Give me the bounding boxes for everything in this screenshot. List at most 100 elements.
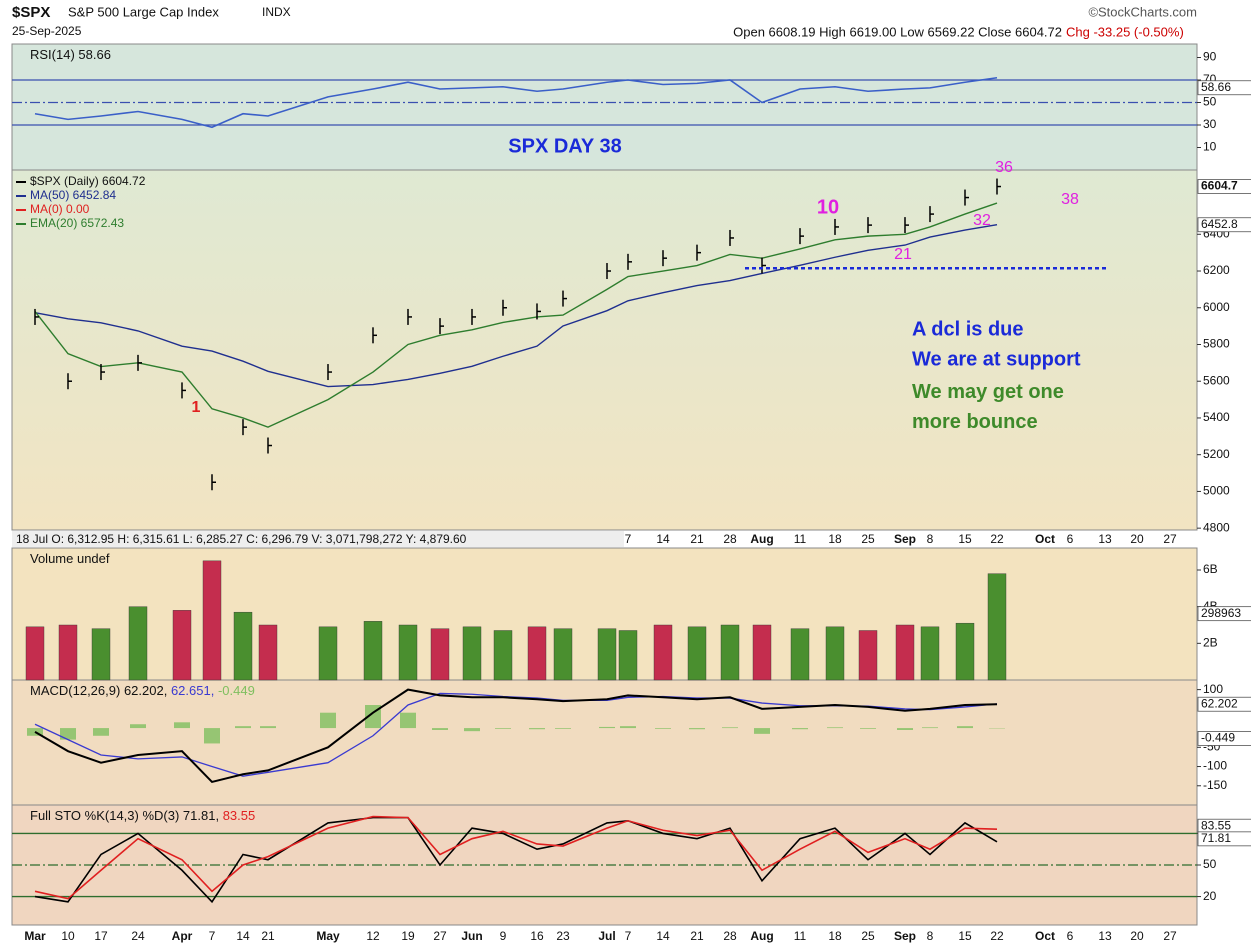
histogram-bar [897, 728, 913, 730]
y-tick-label: -100 [1203, 759, 1227, 773]
histogram-bar [555, 728, 571, 729]
y-tick-label: 5400 [1203, 410, 1230, 424]
value-box-label: 6452.8 [1201, 217, 1238, 231]
x-tick-label: 14 [656, 532, 670, 546]
volume-bar [25, 626, 45, 681]
x-tick-label: Aug [750, 929, 773, 943]
x-tick-label: 6 [1067, 929, 1074, 943]
y-tick-label: 20 [1203, 889, 1217, 903]
y-tick-label: 4800 [1203, 520, 1230, 534]
panel-title: MACD(12,26,9) [30, 683, 120, 698]
x-tick-label: 22 [990, 532, 1004, 546]
series-line [34, 815, 998, 900]
ohlc: Open 6608.19 High 6619.00 Low 6569.22 Cl… [733, 24, 1062, 39]
value-box [1197, 831, 1251, 847]
volume-bar [553, 628, 573, 681]
volume-bar [790, 628, 810, 681]
volume-bar [720, 624, 740, 681]
histogram-bar [792, 728, 808, 730]
histogram-bar [432, 728, 448, 730]
volume-bar [955, 622, 975, 681]
histogram-bar [689, 728, 705, 730]
date: 25-Sep-2025 [12, 24, 82, 38]
panel-label: RSI(14) 58.66 [30, 47, 111, 62]
symbol: $SPX [12, 4, 50, 21]
x-tick-label: 11 [794, 929, 807, 943]
volume-bar [58, 624, 78, 681]
panel-label: Full STO %K(14,3) %D(3) 71.81, 83.55 [30, 808, 255, 823]
y-tick-label: 90 [1203, 50, 1217, 64]
info-bar-bg [12, 531, 624, 547]
annotation: A dcl is due [912, 318, 1024, 340]
x-tick-label: 27 [1163, 929, 1177, 943]
y-tick-label: 100 [1203, 682, 1223, 696]
x-tick-label: Oct [1035, 532, 1055, 546]
histogram-bar [655, 728, 671, 729]
x-tick-label: 9 [500, 929, 507, 943]
volume-bar [398, 624, 418, 681]
x-tick-label: 21 [690, 532, 704, 546]
annotation: 10 [817, 196, 839, 218]
value-box-label: 58.66 [1201, 80, 1231, 94]
panel-label: MACD(12,26,9) 62.202, 62.651, -0.449 [30, 683, 255, 698]
legend-label: -0.449 [218, 683, 255, 698]
legend-label: MA(0) 0.00 [30, 202, 90, 216]
y-tick-label: 5600 [1203, 373, 1230, 387]
y-tick-label: 50 [1203, 95, 1217, 109]
annotation: We are at support [912, 348, 1081, 370]
x-tick-label: 18 [828, 929, 842, 943]
histogram-bar [620, 726, 636, 729]
histogram-bar [495, 728, 511, 729]
x-tick-label: Sep [894, 929, 916, 943]
volume-bar [430, 628, 450, 681]
x-tick-label: Jul [598, 929, 615, 943]
value-box-label: -0.449 [1201, 731, 1235, 745]
histogram-bar [235, 726, 251, 729]
y-tick-label: 5000 [1203, 484, 1230, 498]
x-tick-label: 27 [433, 929, 447, 943]
annotation: SPX DAY 38 [508, 135, 621, 157]
y-tick-label: 5800 [1203, 337, 1230, 351]
panel-label: Volume undef [30, 551, 110, 566]
x-tick-label: 14 [236, 929, 250, 943]
histogram-bar [60, 728, 76, 740]
legend-label: 62.202, [124, 683, 167, 698]
y-tick-label: 50 [1203, 857, 1217, 871]
x-tick-label: 7 [625, 929, 632, 943]
x-tick-label: 16 [530, 929, 544, 943]
x-tick-label: 24 [131, 929, 145, 943]
volume-bar [858, 630, 878, 681]
x-tick-label: Apr [172, 929, 193, 943]
histogram-bar [204, 728, 220, 744]
legend-label: EMA(20) 6572.43 [30, 216, 124, 230]
volume-bar [653, 624, 673, 681]
annotation: 32 [973, 212, 991, 229]
y-tick-label: 5200 [1203, 447, 1230, 461]
series-line [34, 224, 998, 388]
volume-bar [202, 560, 222, 681]
x-tick-label: 25 [861, 532, 875, 546]
volume-bar [687, 626, 707, 681]
sto-panel [11, 804, 1198, 926]
change: Chg -33.25 (-0.50%) [1066, 24, 1184, 39]
exchange: INDX [262, 5, 291, 19]
info-bar: 18 Jul O: 6,312.95 H: 6,315.61 L: 6,285.… [16, 532, 467, 546]
volume-bar [318, 626, 338, 681]
rsi-panel [11, 43, 1198, 171]
histogram-bar [754, 728, 770, 734]
x-tick-label: 10 [61, 929, 75, 943]
value-box-label: 71.81 [1201, 831, 1231, 845]
value-box [1197, 696, 1251, 712]
panel-title: RSI(14) 58.66 [30, 47, 111, 62]
volume-bar [233, 611, 253, 681]
x-tick-label: 19 [401, 929, 415, 943]
annotation: We may get one more bounce [912, 381, 1064, 433]
x-tick-label: 7 [209, 929, 216, 943]
x-tick-label: 8 [927, 532, 934, 546]
value-box [1197, 606, 1251, 622]
y-tick-label: 6000 [1203, 300, 1230, 314]
histogram-bar [922, 727, 938, 729]
x-tick-label: 23 [556, 929, 570, 943]
x-tick-label: 27 [1163, 532, 1177, 546]
x-tick-label: May [316, 929, 340, 943]
